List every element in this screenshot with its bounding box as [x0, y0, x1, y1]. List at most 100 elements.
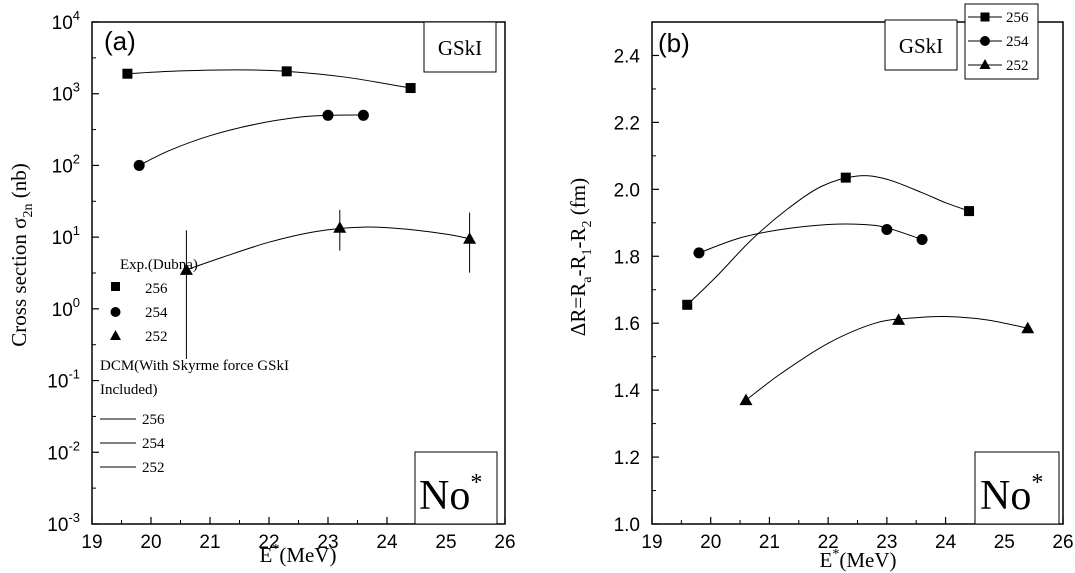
data-point-252 [892, 313, 906, 325]
x-tick-label: 24 [376, 532, 398, 553]
y-tick-label: 100 [52, 295, 80, 321]
x-tick-label: 26 [494, 532, 515, 553]
data-point-256 [682, 299, 693, 310]
panel-b-data-points [682, 172, 1035, 406]
y-tick-label: 2.4 [614, 46, 641, 67]
legend-exp-title: Exp.(Dubna) [120, 257, 198, 273]
legend-dcm-254: 254 [142, 436, 165, 452]
legend-exp-252: 252 [145, 329, 168, 345]
x-tick-label: 21 [199, 532, 220, 553]
data-point-256 [122, 68, 133, 79]
panel-a-data-points [122, 66, 477, 275]
x-tick-label: 23 [876, 532, 897, 553]
fit-curve-252 [186, 226, 470, 271]
panel-b-x-axis-label: E*(MeV) [820, 547, 897, 572]
panel-b-legend: 256 254 252 [968, 10, 1029, 74]
panel-a-nucleus-box [414, 451, 498, 525]
y-tick-label: 10-1 [47, 367, 80, 393]
data-point-254 [693, 247, 705, 259]
data-point-254 [322, 109, 334, 121]
data-point-252 [463, 232, 477, 244]
panel-b-plot-frame [651, 21, 1064, 525]
fit-curve-254 [138, 114, 364, 166]
y-tick-label: 101 [52, 223, 80, 249]
panel-b-nucleus-label: No* [980, 470, 1043, 519]
panel-b-fit-curves [686, 175, 1028, 401]
x-tick-label: 19 [641, 532, 662, 553]
panel-a-ticks: 19 20 21 22 23 24 25 26 10-3 10-2 10-1 100 101 102 103… [47, 8, 515, 553]
panel-a-error-bars [185, 209, 471, 359]
data-point-256 [840, 172, 851, 183]
data-point-252 [1021, 321, 1035, 334]
x-tick-label: 22 [818, 532, 839, 553]
y-tick-label: 1.0 [614, 515, 640, 536]
panel-b: 19 20 21 22 23 24 25 26 1.0 1.2 1.4 1.6 1.8 2.0 2.2 2.4… [566, 3, 1074, 572]
panel-b-force-box [884, 19, 958, 71]
legend-triangle-marker [110, 330, 121, 340]
fit-curve-256 [686, 175, 970, 306]
legend-circle-marker [110, 307, 121, 317]
panel-b-nucleus-box [974, 451, 1060, 525]
legend-dcm-title-line1: DCM(With Skyrme force GSkI [100, 358, 289, 374]
x-tick-label: 22 [258, 532, 279, 553]
legend-dcm-252: 252 [142, 460, 165, 476]
x-tick-label: 20 [140, 532, 161, 553]
panel-a-force-label: GSkI [438, 36, 482, 60]
legend-dcm-256: 256 [142, 412, 165, 428]
data-point-252 [179, 263, 193, 275]
x-tick-label: 24 [935, 532, 957, 553]
y-tick-label: 10-3 [47, 510, 80, 536]
y-tick-label: 102 [52, 151, 80, 177]
y-tick-label: 2.0 [614, 180, 640, 201]
legend-b-circle-marker [980, 36, 990, 46]
data-point-254 [133, 159, 145, 171]
panel-a-label: (a) [104, 26, 136, 56]
y-tick-label: 2.2 [614, 113, 640, 134]
legend-exp-256: 256 [145, 281, 168, 297]
legend-b-252: 252 [1006, 58, 1029, 74]
y-tick-label: 1.8 [614, 247, 640, 268]
legend-b-triangle-marker [979, 59, 991, 69]
y-tick-label: 104 [52, 8, 80, 34]
legend-exp-254: 254 [145, 305, 168, 321]
fit-curve-252 [745, 315, 1028, 401]
data-point-256 [405, 83, 416, 94]
panel-a: 19 20 21 22 23 24 25 26 10-3 10-2 10-1 100 101 102 103… [7, 8, 516, 567]
panel-a-legend: Exp.(Dubna) 256 254 252 DCM(With Skyrme … [100, 257, 289, 476]
fit-curve-256 [127, 69, 411, 89]
panel-a-x-axis-label: E*(MeV) [260, 542, 337, 567]
x-tick-label: 19 [81, 532, 102, 553]
y-tick-label: 10-2 [47, 438, 80, 464]
panel-a-y-axis-label: Cross section σ2n (nb) [7, 163, 36, 346]
legend-b-254: 254 [1006, 34, 1029, 50]
y-tick-label: 1.4 [614, 381, 641, 402]
data-point-252 [333, 221, 347, 233]
legend-b-256: 256 [1006, 10, 1029, 26]
data-point-256 [281, 66, 292, 77]
legend-b-square-marker [980, 12, 990, 22]
legend-square-marker [111, 282, 120, 291]
panel-b-ticks: 19 20 21 22 23 24 25 26 1.0 1.2 1.4 1.6 1.8 2.0 2.2 2.4 [614, 46, 1074, 553]
data-point-254 [357, 109, 369, 121]
panel-b-force-label: GSkI [899, 34, 943, 58]
data-point-254 [881, 223, 893, 235]
x-tick-label: 25 [435, 532, 456, 553]
data-point-252 [739, 393, 753, 406]
panel-b-label: (b) [658, 28, 690, 58]
x-tick-label: 26 [1052, 532, 1073, 553]
panel-a-fit-curves [127, 69, 470, 271]
data-point-256 [964, 206, 975, 217]
y-tick-label: 1.6 [614, 314, 640, 335]
x-tick-label: 23 [317, 532, 338, 553]
legend-dcm-title-line2: Included) [100, 382, 157, 398]
panel-a-nucleus-label: No* [419, 470, 482, 519]
x-tick-label: 21 [759, 532, 780, 553]
x-tick-label: 25 [994, 532, 1015, 553]
x-tick-label: 20 [700, 532, 721, 553]
data-point-254 [916, 234, 928, 246]
y-tick-label: 1.2 [614, 448, 640, 469]
panel-b-y-axis-label: ΔR=Ra-R1-R2 (fm) [566, 178, 595, 336]
y-tick-label: 103 [52, 80, 80, 106]
panel-a-force-box [423, 21, 497, 73]
